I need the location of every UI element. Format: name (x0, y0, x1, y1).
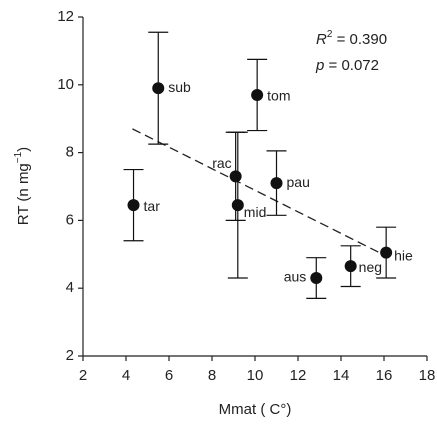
point-label: sub (168, 79, 191, 95)
point (152, 82, 165, 95)
point (127, 199, 140, 212)
point-label: neg (359, 259, 382, 275)
x-tick-label: 14 (333, 367, 350, 384)
x-axis-label: Mmat ( C°) (219, 401, 292, 418)
r-value: = 0.390 (332, 31, 387, 48)
x-tick-label: 8 (208, 367, 216, 384)
r-exponent: 2 (327, 29, 333, 40)
point (344, 260, 357, 273)
y-tick-label: 10 (57, 76, 74, 93)
p-symbol: p (315, 57, 324, 74)
p-number: = 0.072 (324, 57, 379, 74)
x-tick-label: 12 (290, 367, 307, 384)
x-tick-label: 6 (165, 367, 173, 384)
point-label: tom (267, 88, 290, 104)
trend-line (132, 128, 387, 257)
y-tick-label: 2 (66, 347, 74, 364)
r-symbol: R (316, 31, 327, 48)
point (270, 177, 283, 190)
point-label: aus (284, 269, 307, 285)
x-tick-label: 2 (79, 367, 87, 384)
point (251, 88, 264, 101)
r-squared: R2 = 0.390 (316, 29, 387, 48)
y-tick-label: 12 (57, 8, 74, 25)
y-tick-label: 8 (66, 144, 74, 161)
point-label: hie (394, 247, 413, 263)
point (310, 272, 323, 285)
x-tick-label: 4 (122, 367, 130, 384)
point-label: pau (287, 174, 310, 190)
y-label-end: ) (15, 147, 32, 152)
y-axis-label: RT (n mg−1) (13, 147, 32, 225)
x-tick-label: 18 (419, 367, 436, 384)
point (380, 246, 393, 259)
point (231, 199, 244, 212)
x-tick-label: 16 (376, 367, 393, 384)
x-tick-label: 10 (247, 367, 264, 384)
y-tick-label: 6 (66, 211, 74, 228)
point (229, 170, 242, 183)
y-label-main: RT (n mg (15, 163, 32, 225)
y-label-exp: −1 (13, 151, 24, 163)
y-tick-label: 4 (66, 279, 74, 296)
point-label: rac (212, 155, 231, 171)
point-label: mid (244, 204, 267, 220)
point-label: tar (144, 198, 161, 214)
p-value: p = 0.072 (315, 57, 379, 74)
